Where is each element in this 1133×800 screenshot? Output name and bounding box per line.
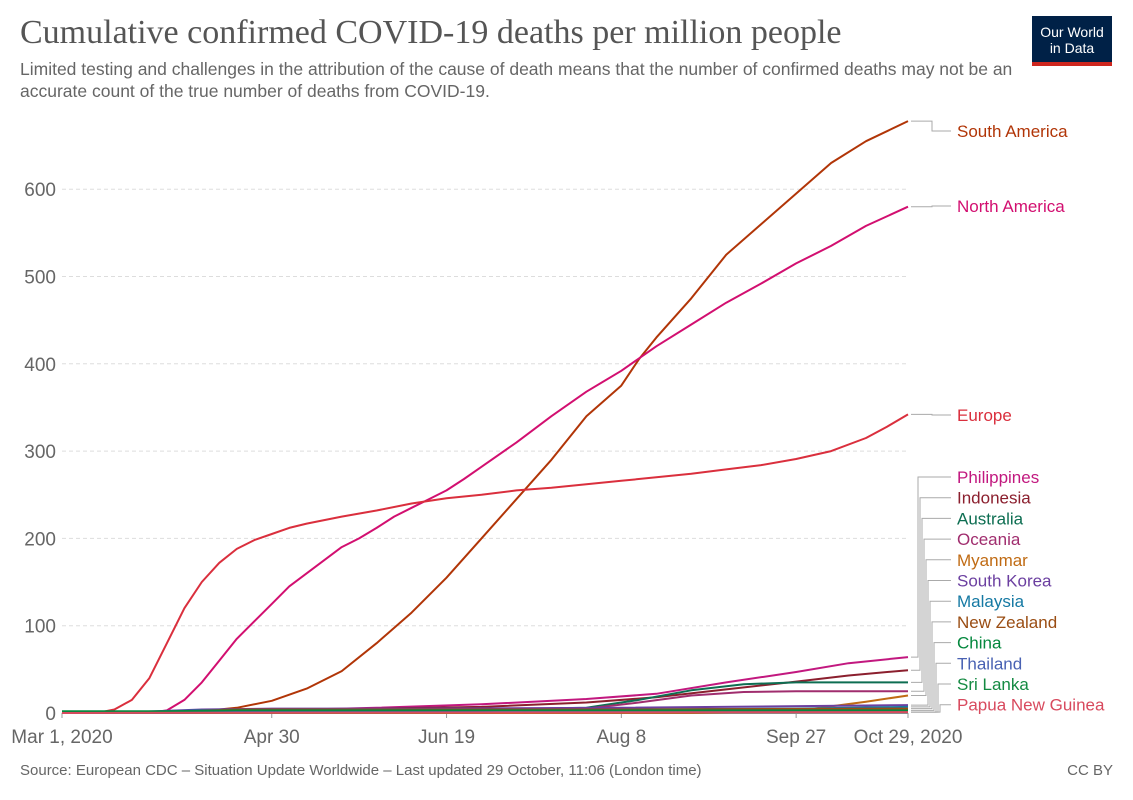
leader-line-china — [911, 642, 951, 711]
series-label-papua-new-guinea[interactable]: Papua New Guinea — [957, 696, 1105, 715]
x-tick-label-0: Mar 1, 2020 — [11, 727, 112, 748]
series-line-papua-new-guinea[interactable] — [61, 711, 909, 714]
series-line-philippines[interactable] — [61, 656, 909, 714]
series-label-indonesia[interactable]: Indonesia — [957, 489, 1031, 508]
x-axis-ticks: Mar 1, 2020 Apr 30 Jun 19 Aug 8 Sep 27 Oct 29… — [11, 713, 962, 748]
y-tick-label-100: 100 — [24, 617, 56, 638]
series-line-europe[interactable] — [62, 413, 909, 714]
license-link[interactable]: CC BY — [1067, 762, 1113, 779]
leader-line-south-korea — [911, 580, 951, 706]
series-line-china[interactable] — [62, 709, 908, 713]
y-tick-label-0: 0 — [45, 704, 56, 725]
owid-logo[interactable]: Our World in Data — [1032, 16, 1112, 66]
y-tick-label-500: 500 — [24, 268, 56, 289]
series-label-malaysia[interactable]: Malaysia — [957, 592, 1025, 611]
leader-line-sri-lanka — [911, 683, 951, 713]
series-label-philippines[interactable]: Philippines — [957, 468, 1039, 487]
leader-line-australia — [911, 517, 951, 683]
series-lines — [61, 120, 909, 714]
leader-line-north-america — [911, 205, 951, 208]
leader-line-myanmar — [911, 559, 951, 696]
series-label-australia[interactable]: Australia — [957, 509, 1024, 528]
series-label-myanmar[interactable]: Myanmar — [957, 551, 1028, 570]
x-tick-label-4: Sep 27 — [766, 727, 826, 748]
logo-line-1: Our World — [1040, 24, 1104, 40]
grid-lines — [62, 188, 908, 714]
series-label-thailand[interactable]: Thailand — [957, 654, 1022, 673]
logo-line-2: in Data — [1049, 40, 1095, 56]
leader-line-new-zealand — [911, 621, 951, 710]
x-tick-label-3: Aug 8 — [597, 727, 647, 748]
series-label-china[interactable]: China — [957, 634, 1002, 653]
leader-line-papua-new-guinea — [911, 704, 951, 713]
series-label-sri-lanka[interactable]: Sri Lanka — [957, 675, 1029, 694]
series-label-south-korea[interactable]: South Korea — [957, 572, 1052, 591]
series-labels: South America North America Europe Philippi… — [911, 120, 1105, 715]
chart-title: Cumulative confirmed COVID-19 deaths per… — [20, 14, 842, 51]
y-axis-ticks: 0 100 200 300 400 500 600 — [24, 180, 56, 725]
x-tick-label-5: Oct 29, 2020 — [854, 727, 963, 748]
leader-line-south-america — [911, 120, 951, 132]
leader-line-malaysia — [911, 600, 951, 708]
y-tick-label-600: 600 — [24, 180, 56, 201]
x-tick-label-2: Jun 19 — [418, 727, 475, 748]
y-tick-label-400: 400 — [24, 355, 56, 376]
x-tick-label-1: Apr 30 — [244, 727, 300, 748]
y-tick-label-200: 200 — [24, 529, 56, 550]
leader-line-indonesia — [911, 497, 951, 671]
series-label-europe[interactable]: Europe — [957, 406, 1012, 425]
series-label-north-america[interactable]: North America — [957, 197, 1065, 216]
source-note: Source: European CDC – Situation Update … — [20, 762, 702, 779]
series-label-oceania[interactable]: Oceania — [957, 530, 1021, 549]
series-line-south-america[interactable] — [62, 120, 909, 714]
chart-subtitle: Limited testing and challenges in the at… — [20, 59, 1013, 101]
leader-line-europe — [911, 413, 951, 416]
series-label-south-america[interactable]: South America — [957, 122, 1068, 141]
leader-line-philippines — [911, 476, 951, 658]
series-line-north-america[interactable] — [62, 205, 909, 714]
series-label-new-zealand[interactable]: New Zealand — [957, 613, 1057, 632]
y-tick-label-300: 300 — [24, 442, 56, 463]
leader-line-oceania — [911, 538, 951, 692]
